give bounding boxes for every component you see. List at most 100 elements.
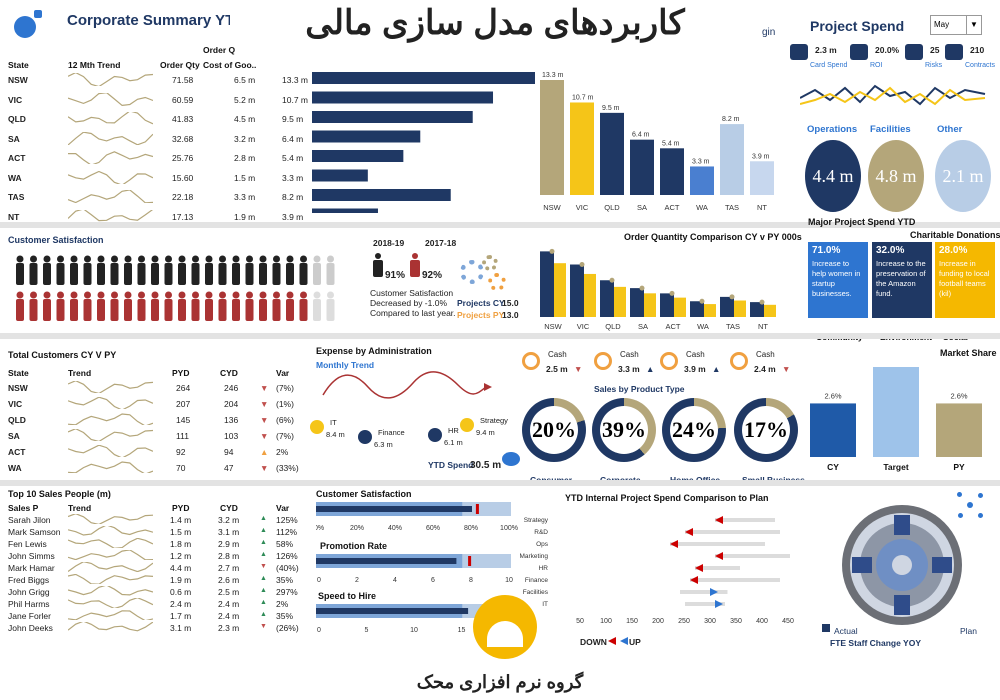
sales-name: Fen Lewis (8, 539, 47, 549)
person-icon (373, 253, 383, 277)
var-arrow-icon: ▼ (260, 431, 269, 441)
internal-tick-label: 100 (600, 618, 612, 625)
sales-name: Mark Samson (8, 527, 61, 537)
cust-state: QLD (8, 415, 26, 425)
internal-marker (695, 564, 703, 572)
person-icon (218, 299, 227, 321)
sparkline (68, 112, 153, 125)
person-icon (218, 263, 227, 285)
sat-pct-1: 91% (385, 270, 406, 281)
person-icon (43, 255, 51, 263)
person-icon (70, 255, 78, 263)
month-select[interactable]: May ▼ (930, 15, 982, 35)
spend-circle: 4.4 m (805, 140, 861, 212)
cmp-marker (669, 290, 675, 296)
person-icon (16, 299, 24, 321)
cmp-marker (639, 285, 645, 291)
sparkline (68, 574, 153, 584)
region-state: TAS (8, 192, 25, 202)
internal-tick-label: 350 (730, 618, 742, 625)
bullet-tick-label: 10 (410, 627, 418, 634)
person-icon (138, 255, 145, 263)
person-icon (138, 291, 145, 299)
bullet-tick-label: 80% (464, 525, 478, 532)
bullet-tick-label: 15 (458, 627, 466, 634)
bullet-tick-label: 10 (505, 577, 513, 584)
column-category-label: VIC (576, 203, 589, 212)
var-arrow-icon: ▼ (260, 383, 269, 393)
kpi-label: Risks (925, 62, 943, 69)
sat-note-2: Decreased by -1.0% (370, 298, 448, 308)
login-fragment[interactable]: gin (762, 27, 776, 38)
sales-var: 35% (276, 611, 294, 621)
donation-pct: 71.0% (812, 245, 841, 256)
cmp-bar-py (644, 293, 656, 317)
var-arrow-icon: ▼ (260, 415, 269, 425)
person-icon (205, 255, 213, 263)
sales-name: Mark Hamar (8, 563, 55, 573)
title-banner: کاربردهای مدل سازی مالی (230, 0, 760, 50)
expense-ball-icon (428, 428, 442, 442)
ytd-spend-label: YTD Spend (428, 460, 474, 470)
market-bar (873, 367, 919, 457)
person-icon (30, 291, 37, 299)
region-value: 5.4 m (282, 153, 304, 163)
person-icon (124, 299, 132, 321)
var-arrow-icon: ▲ (260, 515, 267, 522)
region-bar (312, 169, 368, 182)
sales-pyd: 1.9 m (170, 575, 192, 585)
kpi-value: 210 (970, 45, 985, 55)
person-icon (205, 291, 213, 299)
cmp-bar-py (734, 300, 746, 317)
customers-title: Total Customers CY V PY (8, 350, 117, 360)
region-value: 8.2 m (282, 192, 304, 202)
person-icon (83, 299, 92, 321)
sales-name: Fred Biggs (8, 575, 50, 585)
legend-down: DOWN (580, 637, 607, 647)
person-icon (56, 299, 65, 321)
donation-card: 32.0% Increase to the preservation of the… (872, 242, 932, 318)
brand-name: گروه نرم افزاری محک (416, 672, 584, 692)
internal-tick-label: 300 (704, 618, 716, 625)
internal-marker (685, 528, 693, 536)
sales-var: 125% (276, 515, 298, 525)
sales-pyd: 4.4 m (170, 563, 192, 573)
person-icon (16, 255, 24, 263)
sales-col-cyd: CYD (220, 503, 238, 513)
cmp-marker (579, 262, 585, 267)
cmp-category-label: SA (638, 322, 648, 331)
sales-col-name: Sales P (8, 503, 39, 513)
bullet-promotion: 0 2 4 6 8 10 (316, 554, 513, 584)
column-value-label: 6.4 m (632, 132, 650, 139)
cust-var: (7%) (276, 431, 294, 441)
cust-col-cyd: CYD (220, 368, 238, 378)
internal-spend-chart: Strategy R&D Ops Marketing HR Finance Faciliti… (520, 516, 794, 625)
person-icon (178, 291, 186, 299)
person-icon (29, 263, 38, 285)
person-icon (191, 299, 200, 321)
bullet-target (468, 556, 472, 566)
person-icon (246, 255, 253, 263)
product-type-title: Sales by Product Type (594, 384, 685, 394)
product-pct: 20% (530, 406, 578, 454)
product-ring: 17% (734, 398, 798, 462)
bullet-bar (316, 608, 469, 614)
person-icon (259, 255, 267, 263)
region-order-qty: 41.83 (172, 114, 194, 124)
col-state: State (8, 60, 29, 70)
bullet-tick-label: 4 (393, 577, 397, 584)
person-icon (313, 263, 321, 285)
cust-pyd: 145 (176, 415, 191, 425)
product-pct: 17% (742, 406, 790, 454)
col-trend: 12 Mth Trend (68, 60, 121, 70)
sparkline (68, 429, 153, 441)
person-icon (232, 299, 240, 321)
person-icon (165, 291, 172, 299)
region-cost: 3.2 m (234, 133, 256, 144)
chevron-down-icon[interactable]: ▼ (966, 16, 981, 34)
sparkline (68, 190, 153, 203)
donation-card: 71.0% Increase to help women in startup b… (808, 242, 868, 318)
column-value-label: 13.3 m (542, 72, 564, 79)
kpi-icon (905, 44, 923, 60)
internal-category-label: Marketing (520, 553, 548, 560)
